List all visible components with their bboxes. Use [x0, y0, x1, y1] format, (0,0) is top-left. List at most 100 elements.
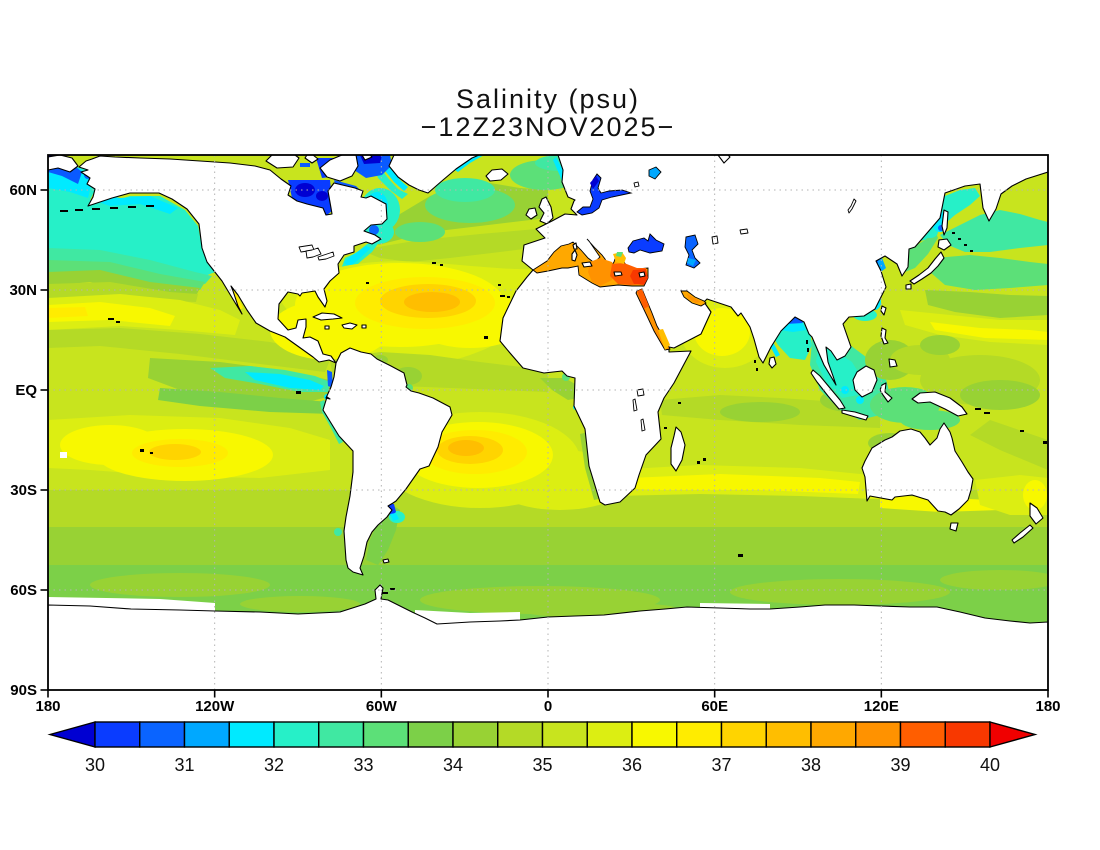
colorbar-arrow-high — [989, 721, 1038, 748]
colorbar: 30 31 32 33 34 35 36 37 38 39 40 — [47, 721, 1038, 775]
ellesmere — [361, 155, 373, 161]
cuba — [312, 312, 343, 321]
colorbar-cell — [586, 721, 633, 748]
corsica — [572, 242, 578, 250]
new-zealand-north — [1029, 502, 1044, 525]
colorbar-tick-label-35: 35 — [532, 755, 552, 775]
black-sea — [627, 233, 665, 254]
longitude-axis: 180 120W 60W 0 60E 120E 180 — [35, 690, 1061, 715]
luzon — [880, 327, 889, 345]
colorbar-cell — [541, 721, 588, 748]
gulf-of-bothnia — [590, 176, 599, 189]
ytick-label-60N: 60N — [9, 182, 37, 199]
white-sea — [648, 166, 662, 180]
xtick-label-180: 180 — [35, 698, 60, 715]
sicily — [581, 261, 593, 268]
new-guinea — [911, 391, 968, 417]
java — [841, 409, 869, 421]
ytick-label-EQ: EQ — [15, 382, 37, 399]
colorbar-tick-label-38: 38 — [801, 755, 821, 775]
colorbar-tick-label-33: 33 — [353, 755, 373, 775]
sumatra — [810, 369, 846, 410]
colorbar-arrow-low — [47, 721, 96, 748]
colorbar-cell — [273, 721, 320, 748]
north-america — [78, 155, 388, 364]
mediterranean-sea — [532, 238, 649, 288]
novaya-zemlya — [717, 155, 731, 164]
sulawesi — [879, 382, 893, 403]
baltic-sea — [576, 173, 633, 216]
colorbar-cell — [765, 721, 812, 748]
colorbar-cell — [631, 721, 678, 748]
colorbar-cell — [362, 721, 409, 748]
colorbar-cell — [183, 721, 230, 748]
great-britain — [538, 196, 554, 225]
ytick-label-30N: 30N — [9, 282, 37, 299]
sri-lanka — [768, 356, 777, 369]
lake-baikal — [847, 198, 857, 214]
lake-balkhash — [739, 228, 749, 235]
hispaniola — [341, 322, 358, 330]
ytick-label-60S: 60S — [10, 582, 37, 599]
lakes-erie-ontario — [317, 251, 335, 261]
colorbar-cell — [944, 721, 991, 748]
map-area — [48, 155, 1048, 690]
victoria-island — [265, 155, 300, 169]
grid-lines — [48, 155, 1048, 690]
jamaica — [324, 325, 330, 330]
borneo — [852, 365, 878, 398]
colorbar-cell — [94, 721, 141, 748]
lake-malawi — [640, 418, 646, 432]
xtick-label-0: 0 — [544, 698, 552, 715]
chart-subtitle-datetime: −12Z23NOV2025− — [421, 112, 676, 142]
south-america — [322, 347, 453, 576]
mindanao — [888, 358, 898, 368]
colorbar-tick-label-30: 30 — [85, 755, 105, 775]
sardinia — [571, 249, 578, 262]
persian-gulf — [680, 290, 707, 307]
cyprus — [638, 271, 646, 278]
colorbar-cell — [497, 721, 544, 748]
colorbar-cell — [855, 721, 902, 748]
lake-victoria — [636, 388, 645, 397]
colorbar-cell — [318, 721, 365, 748]
colorbar-tick-label-36: 36 — [622, 755, 642, 775]
colorbar-tick-label-39: 39 — [890, 755, 910, 775]
kyushu — [905, 283, 912, 290]
inland-seas — [298, 166, 857, 432]
xtick-label-180: 180 — [1035, 698, 1060, 715]
colorbar-cell — [452, 721, 499, 748]
colorbar-cell — [899, 721, 946, 748]
lakes-michigan-huron — [305, 247, 322, 259]
new-zealand-south — [1011, 524, 1034, 544]
colorbar-cell — [228, 721, 275, 748]
crete — [613, 271, 623, 277]
latitude-axis: 60N 30N EQ 30S 60S 90S — [9, 182, 48, 699]
honshu — [909, 251, 945, 285]
colorbar-cell — [139, 721, 186, 748]
madagascar — [670, 426, 686, 472]
xtick-label-60W: 60W — [366, 698, 398, 715]
antarctic-ice-fringe-weddell — [415, 610, 520, 624]
red-sea — [635, 288, 671, 351]
lake-tanganyika — [632, 398, 638, 412]
colorbar-tick-label-37: 37 — [711, 755, 731, 775]
chart-title: Salinity (psu) — [456, 84, 640, 114]
sakhalin — [941, 209, 949, 236]
ireland — [525, 207, 538, 220]
colorbar-tick-label-40: 40 — [980, 755, 1000, 775]
colorbar-cell — [810, 721, 857, 748]
ytick-label-90S: 90S — [10, 682, 37, 699]
caspian-south — [687, 258, 696, 266]
aral-sea — [711, 235, 719, 245]
xtick-label-120W: 120W — [195, 698, 235, 715]
iceland — [485, 168, 509, 182]
puerto-rico — [361, 324, 367, 329]
lakes — [298, 181, 857, 432]
xtick-label-60E: 60E — [701, 698, 728, 715]
colorbar-tick-label-32: 32 — [264, 755, 284, 775]
greenland — [388, 155, 480, 194]
lake-ladoga — [633, 181, 640, 188]
